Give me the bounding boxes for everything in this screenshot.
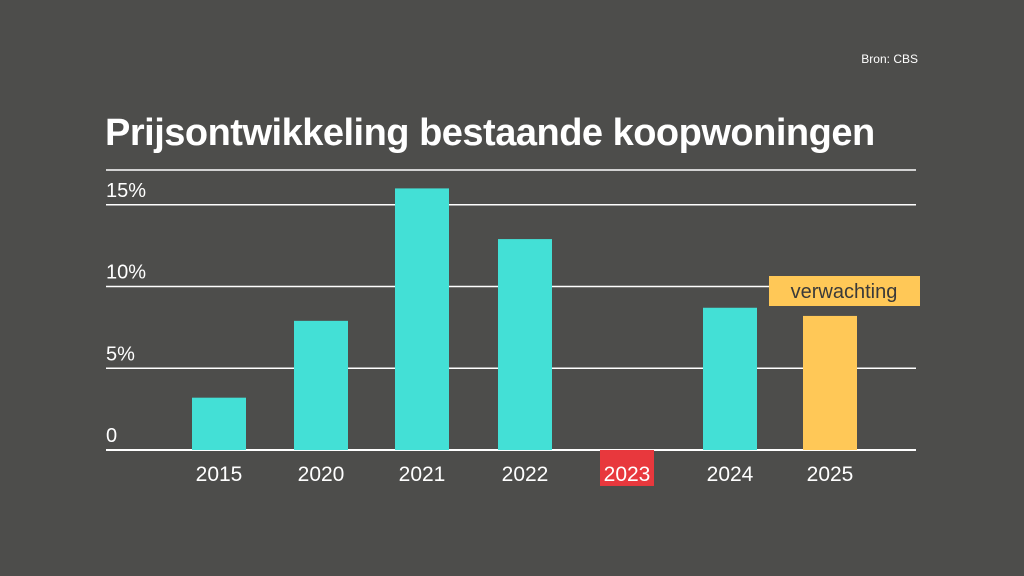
y-tick-label: 15% <box>106 180 146 202</box>
source-label: Bron: CBS <box>861 52 918 66</box>
bar-2024 <box>703 307 757 450</box>
y-tick-label: 0 <box>106 425 117 447</box>
chart-title: Prijsontwikkeling bestaande koopwoningen <box>105 112 875 154</box>
bar-2025 <box>803 315 857 450</box>
annotation-label: verwachting <box>791 281 898 303</box>
x-tick-label: 2023 <box>604 463 651 486</box>
bar-2023 <box>600 450 654 486</box>
x-tick-label: 2022 <box>502 463 549 486</box>
x-tick-label: 2024 <box>707 463 754 486</box>
x-tick-label: 2015 <box>196 463 243 486</box>
bar-2015 <box>192 397 246 450</box>
x-tick-label: 2021 <box>399 463 446 486</box>
bar-2021 <box>395 188 449 450</box>
y-tick-label: 5% <box>106 343 135 365</box>
bar-2022 <box>498 239 552 450</box>
annotation-badge <box>769 276 920 306</box>
bar-2020 <box>294 320 348 450</box>
x-tick-label: 2020 <box>298 463 345 486</box>
y-tick-label: 10% <box>106 262 146 284</box>
x-tick-label: 2025 <box>807 463 854 486</box>
